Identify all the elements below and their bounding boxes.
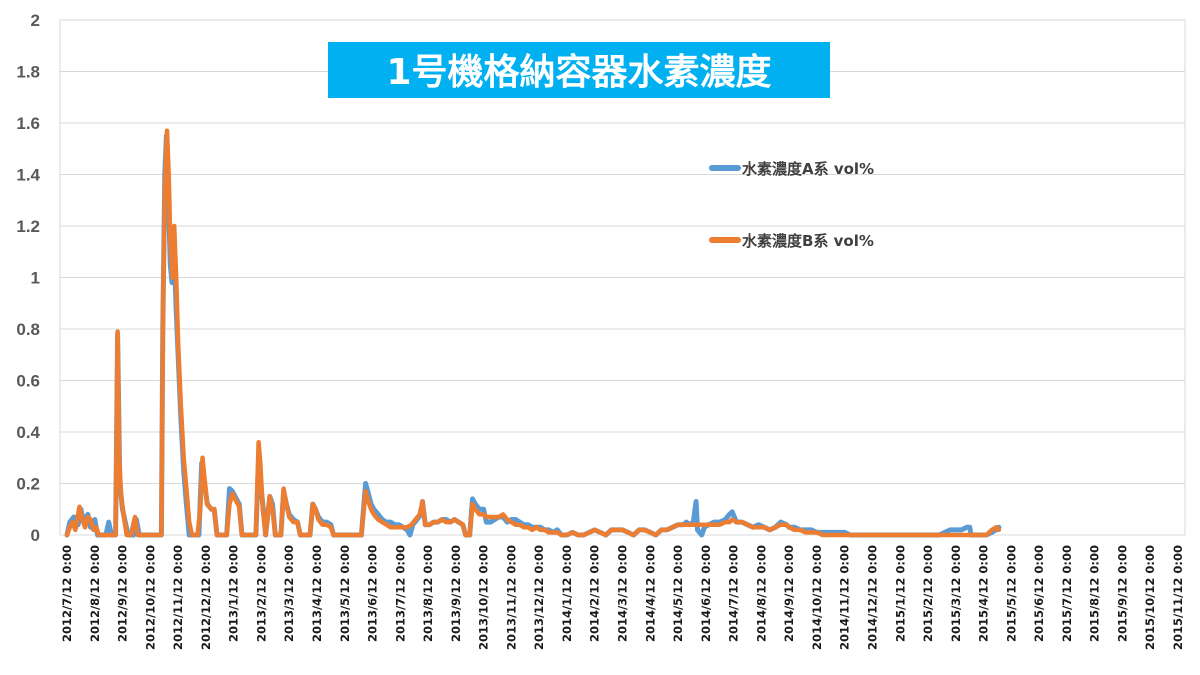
gridlines	[60, 19, 1185, 484]
x-tick-label: 2014/9/12 0:00	[782, 545, 796, 642]
x-tick-label: 2013/2/12 0:00	[254, 545, 268, 642]
y-tick-label: 0.4	[16, 423, 40, 442]
x-tick-label: 2013/8/12 0:00	[421, 545, 435, 642]
x-tick-label: 2014/11/12 0:00	[838, 545, 852, 650]
y-tick-label: 0	[31, 526, 40, 545]
x-tick-label: 2013/10/12 0:00	[477, 545, 491, 650]
y-tick-label: 1	[31, 269, 40, 288]
x-tick-label: 2013/12/12 0:00	[532, 545, 546, 650]
x-tick-label: 2013/3/12 0:00	[282, 545, 296, 642]
x-tick-label: 2012/10/12 0:00	[143, 545, 157, 650]
title-background	[328, 42, 830, 98]
x-tick-label: 2015/3/12 0:00	[949, 545, 963, 642]
legend-label: 水素濃度A系 vol%	[742, 160, 874, 178]
x-tick-label: 2014/8/12 0:00	[754, 545, 768, 642]
x-tick-label: 2013/9/12 0:00	[449, 545, 463, 642]
chart-title: 1号機格納容器水素濃度	[328, 42, 830, 98]
y-tick-label: 1.4	[16, 166, 40, 185]
x-tick-label: 2014/7/12 0:00	[727, 545, 741, 642]
x-tick-label: 2015/4/12 0:00	[977, 545, 991, 642]
series-line-a	[64, 133, 1002, 538]
y-tick-label: 0.2	[16, 475, 40, 494]
y-axis-ticks: 2 1.8 1.6 1.4 1.2 1 0.8 0.6 0.4 0.2 0	[16, 11, 40, 545]
x-tick-label: 2014/6/12 0:00	[699, 545, 713, 642]
x-tick-label: 2015/1/12 0:00	[893, 545, 907, 642]
y-tick-label: 2	[31, 11, 40, 30]
series-line-b	[64, 128, 1002, 538]
x-tick-label: 2014/5/12 0:00	[671, 545, 685, 642]
x-tick-label: 2015/11/12 0:00	[1171, 545, 1185, 650]
x-tick-label: 2013/4/12 0:00	[310, 545, 324, 642]
x-tick-label: 2015/10/12 0:00	[1143, 545, 1157, 650]
y-tick-label: 1.2	[16, 217, 40, 236]
x-tick-label: 2015/6/12 0:00	[1032, 545, 1046, 642]
x-tick-label: 2012/8/12 0:00	[88, 545, 102, 642]
x-tick-label: 2013/6/12 0:00	[366, 545, 380, 642]
chart-title-text: 1号機格納容器水素濃度	[386, 52, 771, 93]
x-tick-label: 2012/7/12 0:00	[60, 545, 74, 642]
x-tick-label: 2013/11/12 0:00	[504, 545, 518, 650]
x-tick-label: 2015/7/12 0:00	[1060, 545, 1074, 642]
legend-label: 水素濃度B系 vol%	[742, 232, 874, 250]
x-tick-label: 2013/5/12 0:00	[338, 545, 352, 642]
x-tick-label: 2015/2/12 0:00	[921, 545, 935, 642]
x-tick-label: 2013/1/12 0:00	[227, 545, 241, 642]
x-tick-label: 2013/7/12 0:00	[393, 545, 407, 642]
x-axis-ticks: 2012/7/12 0:00 2012/8/12 0:00 2012/9/12 0:…	[60, 545, 1185, 650]
x-tick-label: 2012/11/12 0:00	[171, 545, 185, 650]
x-tick-label: 2015/8/12 0:00	[1088, 545, 1102, 642]
x-tick-label: 2014/12/12 0:00	[865, 545, 879, 650]
series-lines	[64, 128, 1002, 538]
y-tick-label: 1.6	[16, 114, 40, 133]
y-tick-label: 0.6	[16, 372, 40, 391]
x-tick-label: 2012/9/12 0:00	[116, 545, 130, 642]
x-tick-label: 2014/1/12 0:00	[560, 545, 574, 642]
x-tick-label: 2012/12/12 0:00	[199, 545, 213, 650]
x-tick-label: 2014/3/12 0:00	[616, 545, 630, 642]
legend: 水素濃度A系 vol% 水素濃度B系 vol%	[709, 160, 874, 250]
x-tick-label: 2015/5/12 0:00	[1004, 545, 1018, 642]
y-tick-label: 1.8	[16, 63, 40, 82]
x-tick-label: 2015/9/12 0:00	[1115, 545, 1129, 642]
x-tick-label: 2014/2/12 0:00	[588, 545, 602, 642]
x-tick-label: 2014/10/12 0:00	[810, 545, 824, 650]
y-tick-label: 0.8	[16, 320, 40, 339]
x-tick-label: 2014/4/12 0:00	[643, 545, 657, 642]
